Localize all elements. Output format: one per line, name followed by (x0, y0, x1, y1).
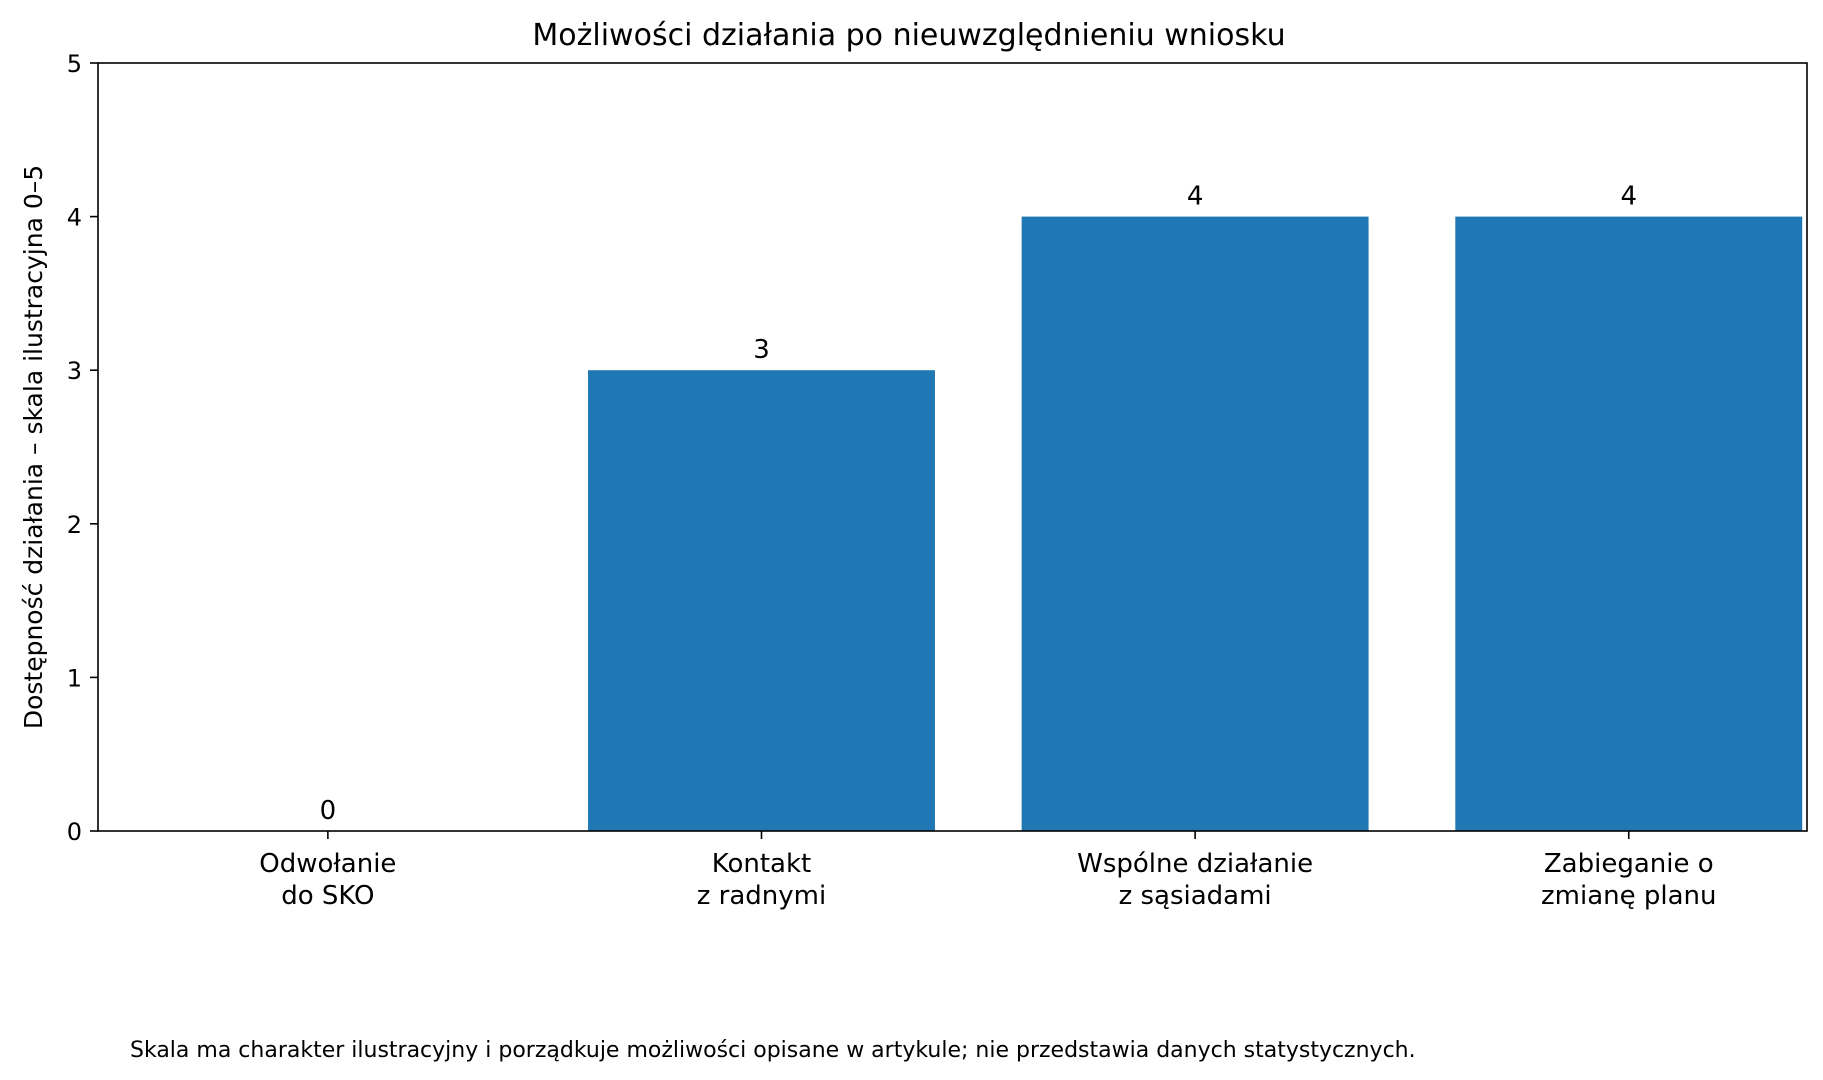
y-tick-label-1: 1 (67, 664, 82, 692)
x-axis: Odwołanie do SKO Kontakt z radnymi Wspólne d… (259, 831, 1717, 911)
y-tick-label-3: 3 (67, 357, 82, 385)
bar-2 (1021, 216, 1369, 832)
bar-value-label-1: 3 (753, 335, 770, 365)
x-tick-label-3: Zabieganie o zmianę planu (1541, 849, 1717, 911)
x-tick-label-1-line-1: z radnymi (697, 881, 826, 911)
x-tick-label-3-line-0: Zabieganie o (1544, 849, 1714, 879)
y-axis-label: Dostępność działania – skala ilustracyjn… (19, 165, 48, 729)
x-tick-label-1-line-0: Kontakt (712, 849, 812, 879)
y-tick-label-4: 4 (67, 204, 82, 232)
bar-value-label-0: 0 (320, 796, 337, 826)
x-tick-label-3-line-1: zmianę planu (1541, 881, 1717, 911)
y-tick-label-0: 0 (67, 818, 82, 846)
x-tick-label-2: Wspólne działanie z sąsiadami (1077, 849, 1313, 911)
x-tick-label-1: Kontakt z radnymi (697, 849, 826, 911)
footnote: Skala ma charakter ilustracyjny i porząd… (130, 1038, 1416, 1063)
x-tick-label-0-line-1: do SKO (281, 881, 374, 911)
bar-1 (588, 370, 935, 831)
x-tick-label-0: Odwołanie do SKO (259, 849, 396, 911)
y-tick-label-2: 2 (67, 511, 82, 539)
plot-frame (97, 62, 1808, 832)
bar-value-label-2: 4 (1187, 182, 1204, 212)
x-tick-label-0-line-0: Odwołanie (259, 849, 396, 879)
y-tick-label-5: 5 (67, 50, 82, 78)
x-tick-label-2-line-1: z sąsiadami (1119, 881, 1272, 911)
chart-title: Możliwości działania po nieuwzględnieniu… (532, 18, 1285, 53)
x-tick-label-2-line-0: Wspólne działanie (1077, 849, 1313, 879)
bar-value-label-3: 4 (1620, 182, 1637, 212)
bars-group: 0 3 4 4 (320, 182, 1803, 832)
bar-3 (1455, 216, 1803, 832)
y-axis: 0 1 2 3 4 5 (67, 50, 98, 846)
